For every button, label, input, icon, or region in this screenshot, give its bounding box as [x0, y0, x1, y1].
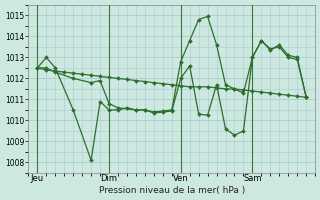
X-axis label: Pression niveau de la mer( hPa ): Pression niveau de la mer( hPa ) — [99, 186, 245, 195]
